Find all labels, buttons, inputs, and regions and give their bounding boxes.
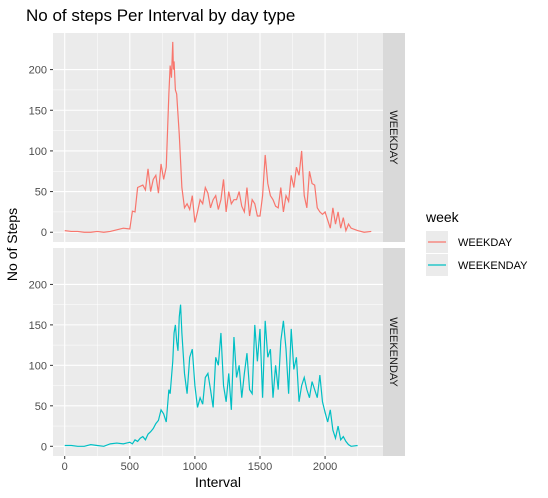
series-line-weekenday	[64, 304, 358, 447]
y-tick-label: 50	[35, 401, 47, 413]
x-axis-title: Interval	[195, 474, 241, 490]
series-line-weekday	[64, 41, 372, 233]
y-axis-weekday: 0 50 100 150 200	[29, 65, 53, 239]
facet-strip-weekday	[383, 33, 405, 242]
legend-label-weekenday: WEEKENDAY	[458, 260, 528, 272]
y-tick-label: 0	[41, 227, 47, 239]
y-tick-label: 0	[41, 441, 47, 453]
y-tick-label: 150	[29, 320, 47, 332]
panel-weekenday-grid	[53, 248, 383, 456]
y-axis-title: No of Steps	[4, 208, 20, 281]
x-tick-label: 0	[62, 461, 68, 473]
panel-weekday-grid	[53, 33, 383, 242]
panel-weekday: WEEKDAY	[53, 33, 405, 242]
legend-label-weekday: WEEKDAY	[458, 237, 513, 249]
x-axis: 0 500 1000 1500 2000	[62, 456, 337, 473]
y-axis-weekenday: 0 50 100 150 200	[29, 279, 53, 453]
legend: week WEEKDAY WEEKENDAY	[425, 209, 528, 276]
chart-title: No of steps Per Interval by day type	[26, 6, 295, 25]
panel-weekenday: WEEKENDAY	[53, 248, 405, 456]
y-tick-label: 200	[29, 65, 47, 77]
panel-weekenday-background	[53, 248, 383, 456]
facet-label-weekenday: WEEKENDAY	[387, 317, 399, 387]
y-tick-label: 200	[29, 279, 47, 291]
y-tick-label: 100	[29, 360, 47, 372]
y-tick-label: 100	[29, 146, 47, 158]
facet-label-weekday: WEEKDAY	[387, 110, 399, 165]
facet-strip-weekenday	[383, 248, 405, 456]
x-tick-label: 2000	[313, 461, 337, 473]
x-tick-label: 1500	[248, 461, 272, 473]
y-tick-label: 150	[29, 105, 47, 117]
y-tick-label: 50	[35, 187, 47, 199]
legend-title: week	[425, 209, 460, 225]
x-tick-label: 500	[121, 461, 139, 473]
x-tick-label: 1000	[183, 461, 207, 473]
